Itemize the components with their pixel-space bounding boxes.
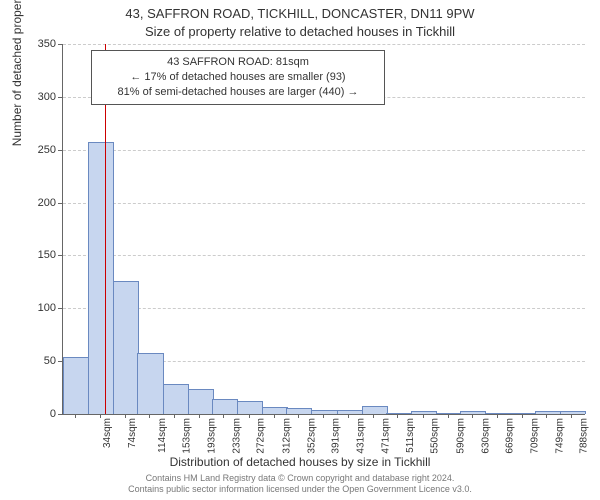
xtick-label: 114sqm xyxy=(156,418,167,453)
xtick-label: 233sqm xyxy=(232,418,243,454)
histogram-bar xyxy=(311,410,337,414)
xtick-mark xyxy=(75,414,76,418)
xtick-mark xyxy=(348,414,349,418)
footer-line1: Contains HM Land Registry data © Crown c… xyxy=(0,473,600,484)
histogram-bar xyxy=(88,142,114,414)
histogram-bar xyxy=(436,413,462,414)
annotation-line3: 81% of semi-detached houses are larger (… xyxy=(98,85,378,100)
histogram-bar xyxy=(237,401,263,414)
ytick-mark xyxy=(58,414,62,415)
xtick-label: 590sqm xyxy=(455,418,466,454)
histogram-bar xyxy=(212,399,238,414)
xtick-mark xyxy=(472,414,473,418)
xtick-mark xyxy=(397,414,398,418)
ytick-label: 150 xyxy=(16,249,56,261)
xtick-mark xyxy=(546,414,547,418)
xtick-label: 153sqm xyxy=(182,418,193,454)
ytick-label: 0 xyxy=(16,408,56,420)
ytick-label: 250 xyxy=(16,144,56,156)
ytick-mark xyxy=(58,308,62,309)
gridline xyxy=(63,203,585,204)
xtick-label: 749sqm xyxy=(555,418,566,454)
xtick-label: 471sqm xyxy=(381,418,392,454)
xtick-label: 74sqm xyxy=(127,418,138,448)
histogram-bar xyxy=(262,407,288,414)
xtick-label: 431sqm xyxy=(356,418,367,454)
xtick-label: 669sqm xyxy=(505,418,516,454)
histogram-bar xyxy=(63,357,89,414)
xtick-mark xyxy=(223,414,224,418)
ytick-label: 100 xyxy=(16,302,56,314)
xtick-label: 352sqm xyxy=(306,418,317,454)
ytick-label: 50 xyxy=(16,355,56,367)
ytick-mark xyxy=(58,44,62,45)
xtick-mark xyxy=(100,414,101,418)
ytick-mark xyxy=(58,97,62,98)
xtick-mark xyxy=(323,414,324,418)
xtick-label: 630sqm xyxy=(480,418,491,454)
histogram-bar xyxy=(411,411,437,414)
histogram-bar xyxy=(163,384,189,414)
xtick-mark xyxy=(448,414,449,418)
xtick-label: 34sqm xyxy=(102,418,113,448)
histogram-bar xyxy=(188,389,214,414)
xtick-label: 272sqm xyxy=(256,418,267,454)
xtick-mark xyxy=(571,414,572,418)
ytick-mark xyxy=(58,361,62,362)
xtick-mark xyxy=(373,414,374,418)
gridline xyxy=(63,44,585,45)
ytick-label: 350 xyxy=(16,38,56,50)
xtick-label: 391sqm xyxy=(331,418,342,454)
annotation-line1: 43 SAFFRON ROAD: 81sqm xyxy=(98,55,378,70)
histogram-bar xyxy=(113,281,139,414)
xtick-label: 788sqm xyxy=(579,418,590,454)
histogram-bar xyxy=(560,411,586,414)
histogram-bar xyxy=(485,413,511,414)
histogram-bar xyxy=(286,408,312,414)
histogram-bar xyxy=(337,410,363,414)
y-axis-label: Number of detached properties xyxy=(10,0,24,146)
xtick-label: 550sqm xyxy=(430,418,441,454)
histogram-bar xyxy=(535,411,561,414)
ytick-label: 300 xyxy=(16,91,56,103)
xtick-mark xyxy=(149,414,150,418)
gridline xyxy=(63,150,585,151)
xtick-mark xyxy=(274,414,275,418)
xtick-mark xyxy=(497,414,498,418)
xtick-label: 312sqm xyxy=(281,418,292,454)
ytick-mark xyxy=(58,203,62,204)
xtick-mark xyxy=(174,414,175,418)
annotation-box: 43 SAFFRON ROAD: 81sqm ← 17% of detached… xyxy=(91,50,385,105)
xtick-label: 193sqm xyxy=(207,418,218,454)
histogram-bar xyxy=(362,406,388,414)
chart-title-sub: Size of property relative to detached ho… xyxy=(0,24,600,39)
x-axis-label: Distribution of detached houses by size … xyxy=(0,455,600,469)
xtick-mark xyxy=(298,414,299,418)
histogram-bar xyxy=(460,411,486,414)
xtick-mark xyxy=(522,414,523,418)
ytick-mark xyxy=(58,255,62,256)
xtick-mark xyxy=(125,414,126,418)
footer: Contains HM Land Registry data © Crown c… xyxy=(0,473,600,496)
footer-line2: Contains public sector information licen… xyxy=(0,484,600,495)
xtick-mark xyxy=(423,414,424,418)
xtick-mark xyxy=(199,414,200,418)
gridline xyxy=(63,308,585,309)
chart-title-main: 43, SAFFRON ROAD, TICKHILL, DONCASTER, D… xyxy=(0,6,600,21)
histogram-bar xyxy=(511,413,537,414)
annotation-line2: ← 17% of detached houses are smaller (93… xyxy=(98,70,378,85)
xtick-label: 511sqm xyxy=(405,418,416,453)
ytick-mark xyxy=(58,150,62,151)
xtick-mark xyxy=(249,414,250,418)
ytick-label: 200 xyxy=(16,197,56,209)
chart-container: 43, SAFFRON ROAD, TICKHILL, DONCASTER, D… xyxy=(0,0,600,500)
histogram-bar xyxy=(386,413,412,414)
gridline xyxy=(63,255,585,256)
histogram-bar xyxy=(137,353,163,414)
xtick-label: 709sqm xyxy=(530,418,541,454)
